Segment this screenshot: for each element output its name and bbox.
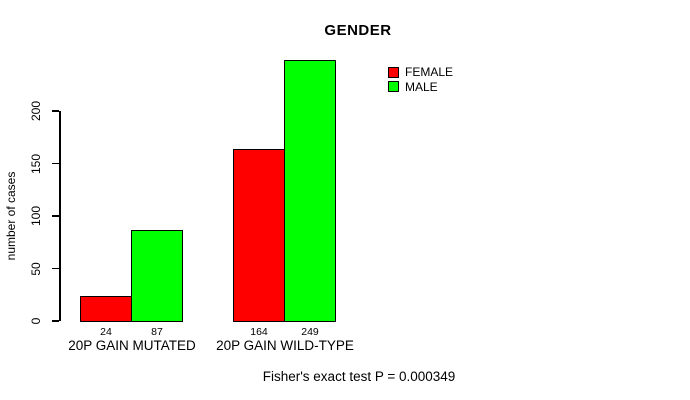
legend-swatch-female [388,66,399,78]
legend-label: MALE [405,79,438,94]
y-axis-tick [52,110,59,112]
legend: FEMALE MALE [388,65,453,94]
y-axis-tick [52,215,59,217]
bar-female-20p-gain-mutated [80,296,132,322]
y-axis-tick-label: 100 [29,205,43,227]
legend-swatch-male [388,81,399,93]
y-axis-title: number of cases [4,171,18,261]
bar-male-20p-gain-mutated [131,230,183,322]
legend-label: FEMALE [405,65,454,80]
y-axis-tick-label: 150 [29,153,43,174]
bar-value-label: 87 [151,326,163,338]
bar-male-20p-gain-wild-type [284,60,336,322]
bar-female-20p-gain-wild-type [233,149,285,322]
category-label-20p-gain-wild-type: 20P GAIN WILD-TYPE [216,338,354,353]
legend-row-female: FEMALE [388,65,453,80]
y-axis-tick-label: 50 [29,261,43,276]
category-label-20p-gain-mutated: 20P GAIN MUTATED [68,338,196,353]
bar-value-label: 249 [301,326,319,338]
bar-value-label: 24 [100,326,112,338]
y-axis-tick [52,320,59,322]
y-axis-tick-label: 0 [29,317,43,325]
y-axis-tick [52,267,59,270]
y-axis-tick-label: 200 [29,100,43,122]
y-axis-tick [52,162,59,165]
bar-value-label: 164 [250,326,268,338]
y-axis-line [59,111,61,321]
chart-title: GENDER [324,22,392,39]
fisher-test-caption: Fisher's exact test P = 0.000349 [262,369,456,384]
legend-row-male: MALE [388,80,453,95]
